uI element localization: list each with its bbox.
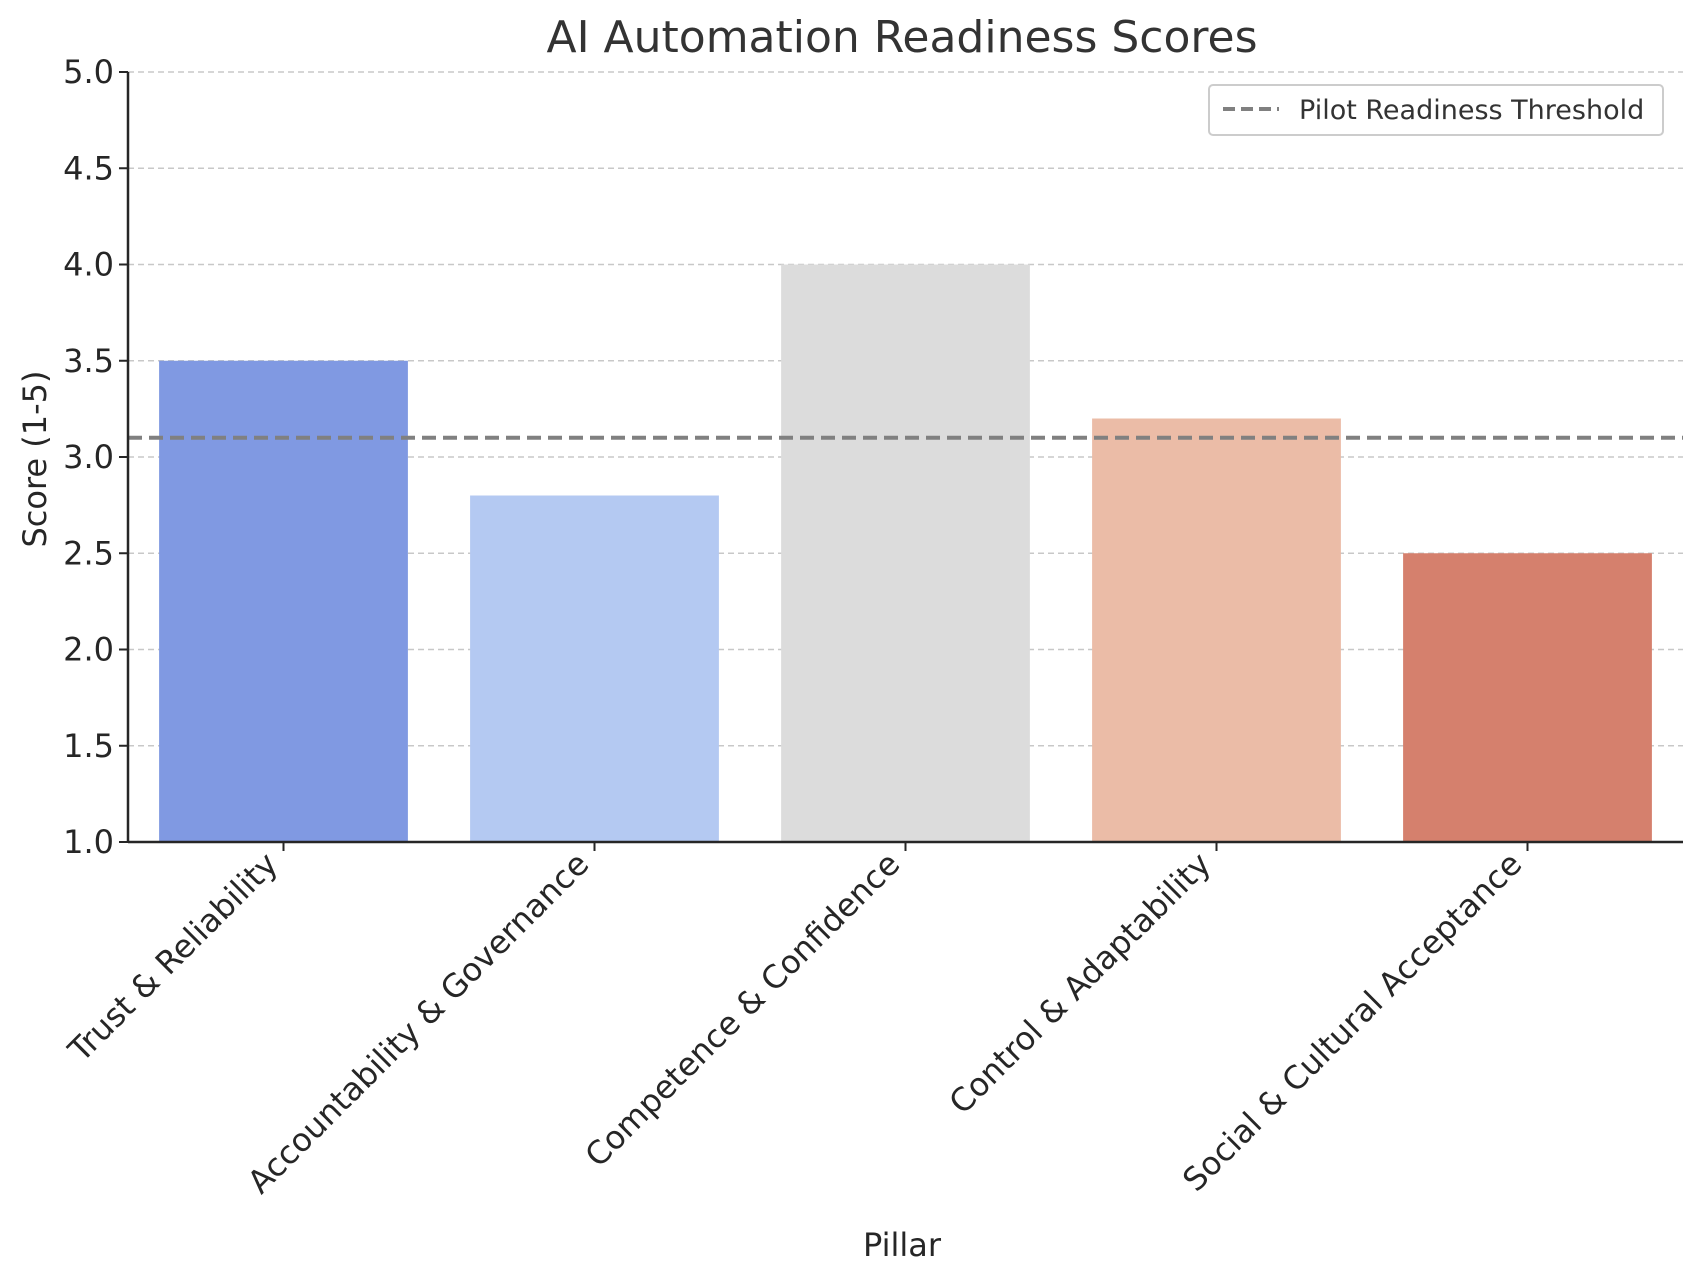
y-tick-label: 3.5 (63, 342, 114, 380)
y-tick-label: 5.0 (63, 53, 114, 91)
x-tick-label: Competence & Confidence (578, 845, 908, 1175)
y-axis-label: Score (1-5) (16, 370, 54, 547)
y-tick-label: 4.5 (63, 149, 114, 187)
bar (1092, 418, 1341, 842)
bar (159, 360, 408, 842)
y-tick-label: 1.5 (63, 727, 114, 765)
legend-threshold-label: Pilot Readiness Threshold (1299, 95, 1644, 126)
x-tick-label: Social & Cultural Acceptance (1175, 845, 1529, 1199)
bar (1403, 553, 1652, 842)
legend-box (1208, 84, 1664, 136)
x-tick-label: Trust & Reliability (60, 845, 285, 1070)
y-tick-label: 4.0 (63, 246, 114, 284)
bar (781, 264, 1030, 842)
x-tick-label: Accountability & Governance (240, 845, 596, 1201)
bars (159, 264, 1652, 842)
x-tick-label: Control & Adaptability (942, 845, 1219, 1122)
legend: Pilot Readiness Threshold (1208, 84, 1664, 136)
chart-title: AI Automation Readiness Scores (546, 12, 1257, 63)
bar (470, 495, 719, 842)
y-tick-label: 2.0 (63, 631, 114, 669)
y-tick-label: 2.5 (63, 534, 114, 572)
y-ticks: 1.0 1.5 2.0 2.5 3.0 3.5 4.0 4.5 5.0 (63, 53, 128, 861)
y-tick-label: 3.0 (63, 438, 114, 476)
x-axis-label: Pillar (863, 1226, 942, 1264)
y-tick-label: 1.0 (63, 823, 114, 861)
